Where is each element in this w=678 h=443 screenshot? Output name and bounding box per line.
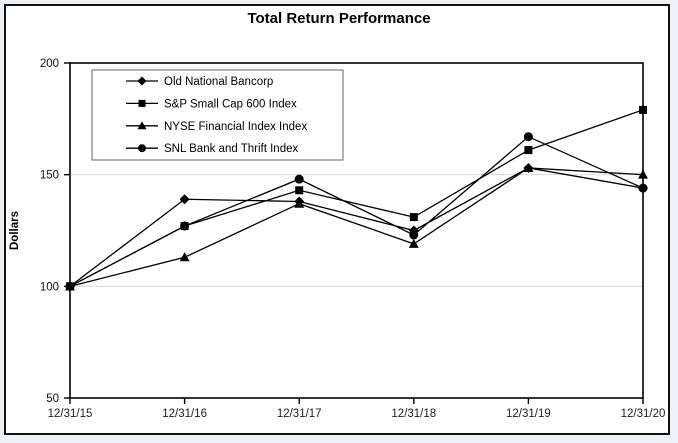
square-marker — [524, 146, 533, 155]
diamond-marker — [408, 225, 419, 236]
legend-label: S&P Small Cap 600 Index — [164, 98, 297, 110]
y-tick-label: 50 — [46, 393, 59, 405]
series-diamond — [65, 162, 648, 292]
series-line — [69, 167, 644, 287]
x-tick-label: 12/31/19 — [506, 408, 551, 420]
diamond-marker — [65, 281, 75, 292]
x-tick-label: 12/31/20 — [621, 408, 666, 420]
square-marker — [295, 186, 304, 195]
legend-label: SNL Bank and Thrift Index — [164, 143, 298, 155]
x-tick-label: 12/31/16 — [162, 408, 207, 420]
legend-item: NYSE Financial Index Index — [126, 121, 307, 133]
y-tick-label: 150 — [40, 170, 59, 182]
series-triangle — [65, 162, 648, 291]
y-tick-label: 200 — [40, 58, 59, 70]
diamond-marker — [294, 196, 305, 207]
plot-border — [69, 62, 644, 399]
triangle-marker — [638, 169, 648, 179]
series-line — [69, 109, 644, 287]
legend-label: NYSE Financial Index Index — [164, 121, 307, 133]
circle-marker — [523, 132, 533, 142]
triangle-marker — [179, 252, 190, 262]
legend-circle-marker — [138, 144, 146, 153]
legend-item: SNL Bank and Thrift Index — [126, 143, 298, 155]
square-marker — [180, 222, 189, 231]
square-marker — [639, 105, 647, 114]
legend-label: Old National Bancorp — [164, 76, 273, 88]
series-line — [69, 167, 644, 287]
legend: Old National Bancorp S&P Small Cap 600 In… — [91, 69, 344, 161]
chart-title: Total Return Performance — [247, 10, 431, 27]
diamond-marker — [179, 194, 190, 205]
legend-box — [91, 69, 344, 161]
legend-item: S&P Small Cap 600 Index — [126, 98, 297, 110]
y-tick-label: 100 — [40, 281, 59, 293]
x-tick-label: 12/31/18 — [391, 408, 436, 420]
legend-diamond-marker — [137, 76, 147, 86]
circle-marker — [294, 174, 304, 184]
x-tick-label: 12/31/15 — [48, 408, 93, 420]
legend-triangle-marker — [137, 121, 147, 130]
y-axis-title: Dollars — [9, 211, 21, 250]
diamond-marker — [523, 162, 534, 173]
legend-square-marker — [138, 99, 146, 107]
legend-item: Old National Bancorp — [126, 76, 273, 88]
triangle-marker — [408, 238, 419, 248]
diamond-marker — [638, 183, 648, 194]
x-tick-label: 12/31/17 — [277, 408, 322, 420]
square-marker — [409, 213, 418, 222]
